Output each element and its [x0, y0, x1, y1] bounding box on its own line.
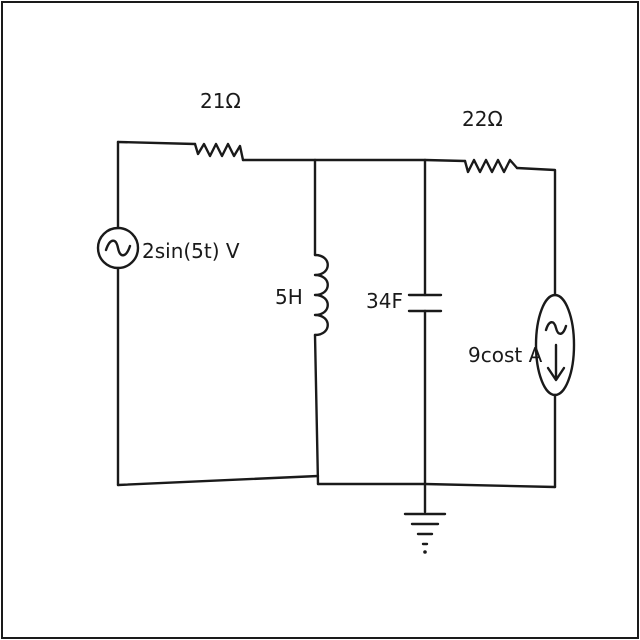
arrow-down-icon — [546, 343, 566, 382]
resistor-22 — [463, 158, 519, 174]
ground-icon — [403, 512, 447, 554]
label-r1: 21Ω — [200, 89, 241, 113]
label-r2: 22Ω — [462, 107, 503, 131]
label-capacitor: 34F — [366, 289, 403, 313]
wire-bottom-right — [316, 482, 557, 489]
wire-top-right — [515, 166, 557, 297]
sine-icon — [104, 239, 132, 257]
wire-top-left — [116, 140, 197, 146]
resistor-21 — [193, 142, 245, 162]
label-current-source: 9cost A — [468, 343, 543, 367]
label-inductor: 5H — [275, 285, 303, 309]
sine-icon — [544, 321, 568, 335]
voltage-source — [96, 226, 140, 270]
label-voltage-source: 2sin(5t) V — [142, 239, 240, 263]
inductor-coil — [313, 253, 329, 337]
wire-inductor-bottom — [313, 333, 320, 486]
wire-bottom-left — [116, 474, 320, 487]
wire-top-middle — [241, 158, 467, 163]
